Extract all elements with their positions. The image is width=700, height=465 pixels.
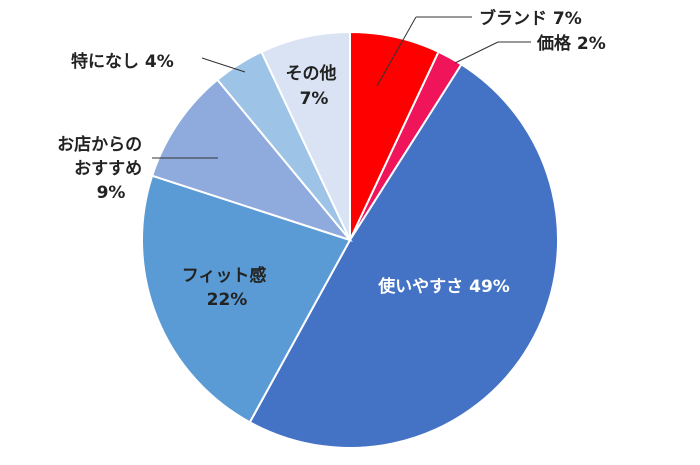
slice-label-recommend-line2: おすすめ (74, 159, 142, 179)
slice-label-recommend-pct: 9% (97, 183, 126, 203)
slice-label-fit: フィット感 22% (182, 265, 273, 310)
pie-slice-fit (141, 174, 352, 424)
slice-label-usability: 使いやすさ 49% (377, 276, 510, 297)
leader-line-brand (376, 16, 417, 87)
slice-label-none: 特になし 4% (71, 51, 174, 72)
pie-slice-recommend (150, 78, 353, 243)
slice-label-fit-pct: 22% (207, 290, 248, 310)
leader-line-price (454, 41, 499, 64)
pie-slice-usability (248, 62, 559, 449)
slice-label-recommend: お店からの おすすめ 9% (57, 134, 148, 203)
slice-label-other-pct: 7% (300, 89, 329, 109)
pie-slice-other (260, 30, 351, 241)
slice-label-other: その他 7% (286, 63, 343, 109)
slice-label-recommend-line1: お店からの (57, 134, 142, 155)
slice-label-fit-name: フィット感 (182, 265, 267, 286)
leader-lines (152, 16, 531, 159)
slice-label-price: 価格 2% (536, 33, 606, 54)
slice-label-other-name: その他 (286, 63, 337, 84)
slice-label-brand: ブランド 7% (479, 8, 582, 29)
leader-line-none (201, 57, 246, 73)
pie-slices (141, 30, 559, 449)
